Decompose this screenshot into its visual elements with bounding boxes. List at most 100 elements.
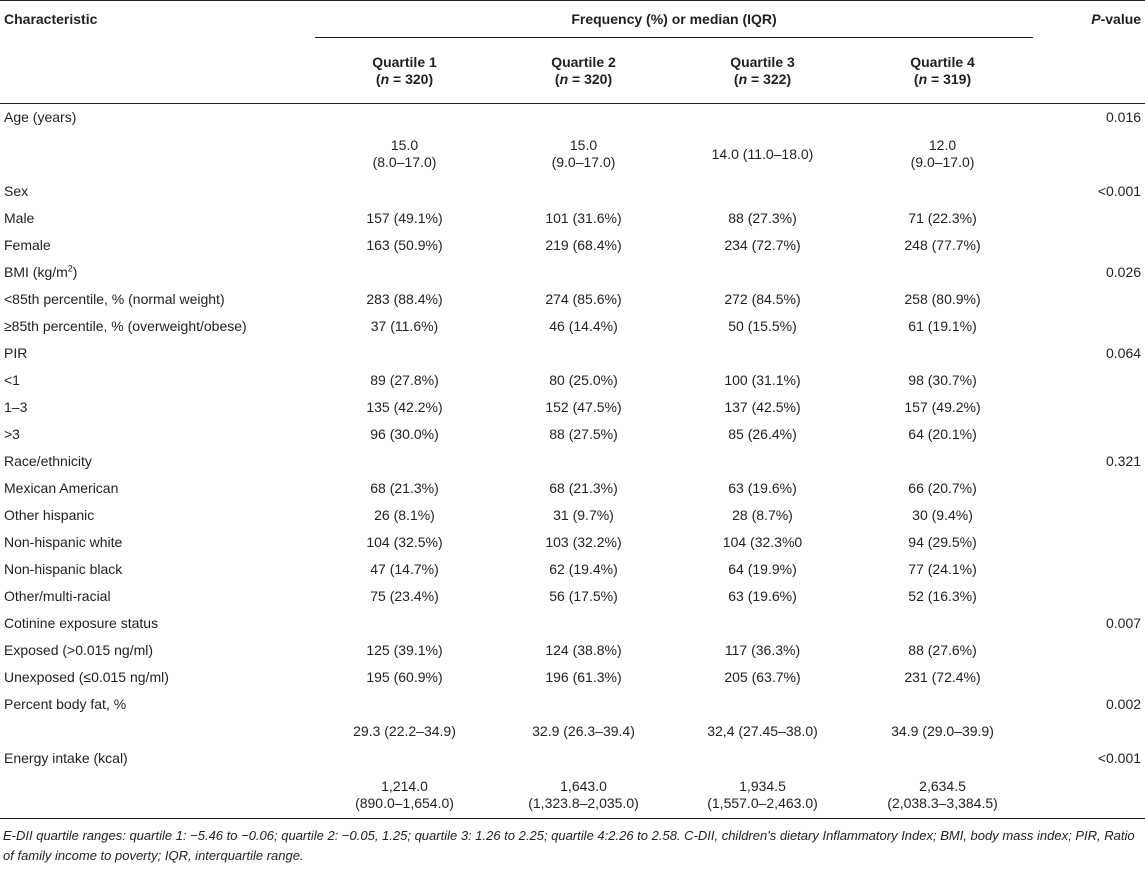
p-value-cell	[1033, 367, 1145, 394]
row-label-superscript: 2	[67, 262, 73, 273]
table-row: >3 96 (30.0%) 88 (27.5%) 85 (26.4%) 64 (20.1…	[0, 421, 1145, 448]
quartile-2-cell: 31 (9.7%)	[553, 506, 614, 523]
quartile-1-cell	[315, 448, 494, 475]
quartile-3-cell	[673, 610, 852, 637]
table-row: Other/multi-racial 75 (23.4%) 56 (17.5%) 63…	[0, 583, 1145, 610]
quartile-1-cell	[315, 340, 494, 367]
row-label-text: Other/multi-racial	[4, 587, 111, 604]
quartile-2-cell: 152 (47.5%)	[545, 398, 622, 415]
row-label-text: <85th percentile, % (normal weight)	[4, 290, 225, 307]
quartile-4-cell	[852, 178, 1033, 205]
quartile-1-cell	[315, 259, 494, 286]
quartile-3-cell	[673, 448, 852, 475]
row-label-text: 1–3	[4, 398, 28, 415]
p-value-cell	[1033, 502, 1145, 529]
header-blank	[0, 37, 315, 104]
p-value-cell: 0.002	[1106, 695, 1142, 712]
p-value-cell	[1033, 529, 1145, 556]
quartile-1-cell: 15.0 (8.0–17.0)	[315, 131, 494, 178]
quartile-4-cell	[852, 104, 1033, 131]
n-value: = 319)	[927, 70, 972, 87]
quartile-2-cell: 15.0 (9.0–17.0)	[494, 131, 673, 178]
quartile-4-cell: 258 (80.9%)	[904, 290, 981, 307]
table-footnote: E-DII quartile ranges: quartile 1: −5.46…	[3, 828, 1135, 863]
cell-line: 1,643.0	[560, 777, 607, 794]
cell-line: 1,934.5	[739, 777, 786, 794]
quartile-4-cell	[852, 745, 1033, 772]
p-value-cell	[1033, 637, 1145, 664]
quartile-4-cell: 2,634.5 (2,038.3–3,384.5)	[852, 771, 1034, 819]
quartile-2-cell: 196 (61.3%)	[545, 668, 622, 685]
quartile-2-cell	[494, 448, 673, 475]
row-label-text: Race/ethnicity	[4, 452, 92, 469]
row-label-text: Non-hispanic black	[4, 560, 123, 577]
quartile-3-cell: 137 (42.5%)	[724, 398, 801, 415]
cell-line: (1,323.8–2,035.0)	[528, 794, 639, 811]
quartile-4-cell: 61 (19.1%)	[908, 317, 977, 334]
quartile-2-cell: 1,643.0 (1,323.8–2,035.0)	[494, 771, 673, 819]
quartile-header-1: Quartile 1 (n = 320)	[315, 37, 494, 104]
row-label-text: BMI (kg/m	[4, 263, 68, 280]
n-value: = 320)	[568, 70, 613, 87]
quartile-3-cell: 64 (19.9%)	[728, 560, 797, 577]
quartile-4-cell: 64 (20.1%)	[908, 425, 977, 442]
quartile-2-cell	[494, 610, 673, 637]
row-label: 1–3	[0, 394, 315, 421]
quartile-1-cell: 125 (39.1%)	[366, 641, 443, 658]
cell-line: (2,038.3–3,384.5)	[887, 794, 998, 811]
header-row-quartiles: Quartile 1 (n = 320) Quartile 2 (n = 320) …	[0, 37, 1145, 104]
row-label: Energy intake (kcal)	[0, 745, 315, 772]
quartile-header-2: Quartile 2 (n = 320)	[494, 37, 673, 104]
quartile-2-cell: 124 (38.8%)	[545, 641, 622, 658]
quartile-n: (n = 320)	[554, 70, 613, 87]
quartile-3-cell: 63 (19.6%)	[728, 479, 797, 496]
quartile-3-cell: 234 (72.7%)	[724, 236, 801, 253]
quartile-3-cell	[673, 259, 852, 286]
table-row: Male 157 (49.1%) 101 (31.6%) 88 (27.3%) 71 (…	[0, 205, 1145, 232]
table-row: Unexposed (≤0.015 ng/ml) 195 (60.9%) 196 (…	[0, 664, 1145, 691]
table-row: 1,214.0 (890.0–1,654.0) 1,643.0 (1,323.8–2,…	[0, 771, 1145, 819]
quartile-label: Quartile 1	[372, 53, 437, 70]
p-value-cell	[1033, 421, 1145, 448]
table-row: Race/ethnicity 0.321	[0, 448, 1145, 475]
p-value-cell: 0.007	[1106, 614, 1142, 631]
row-label-text: Exposed (>0.015 ng/ml)	[4, 641, 154, 658]
quartile-2-cell	[494, 691, 673, 718]
p-value-cell	[1033, 583, 1145, 610]
quartile-4-cell: 30 (9.4%)	[912, 506, 973, 523]
row-label-text: >3	[4, 425, 20, 442]
quartile-header-3: Quartile 3 (n = 322)	[673, 37, 852, 104]
quartile-2-cell	[494, 340, 673, 367]
quartile-4-cell	[852, 448, 1033, 475]
cell-line: (9.0–17.0)	[910, 154, 975, 170]
quartile-3-cell: 63 (19.6%)	[728, 587, 797, 604]
quartile-4-cell: 231 (72.4%)	[904, 668, 981, 685]
table-row: <1 89 (27.8%) 80 (25.0%) 100 (31.1%) 98 (30.…	[0, 367, 1145, 394]
p-value-cell: 0.321	[1106, 452, 1142, 469]
table-row: <85th percentile, % (normal weight) 283 (…	[0, 286, 1145, 313]
cell-line: 15.0	[569, 137, 598, 153]
row-label: PIR	[0, 340, 315, 367]
quartile-1-cell: 163 (50.9%)	[366, 236, 443, 253]
row-label: Cotinine exposure status	[0, 610, 315, 637]
p-value-cell: 0.064	[1106, 344, 1142, 361]
quartile-3-cell	[673, 104, 852, 131]
table-row: 29.3 (22.2–34.9) 32.9 (26.3–39.4) 32,4 (27…	[0, 718, 1145, 745]
quartile-1-cell	[315, 691, 494, 718]
quartile-1-cell: 195 (60.9%)	[366, 668, 443, 685]
row-label: Other/multi-racial	[0, 583, 315, 610]
table-row: PIR 0.064	[0, 340, 1145, 367]
quartile-3-cell: 100 (31.1%)	[724, 371, 801, 388]
quartile-3-cell	[673, 691, 852, 718]
quartile-1-cell: 75 (23.4%)	[370, 587, 439, 604]
row-label: BMI (kg/m2)	[0, 259, 315, 286]
quartile-3-cell: 1,934.5 (1,557.0–2,463.0)	[673, 771, 852, 819]
pvalue-italic: P	[1091, 10, 1101, 27]
quartile-1-cell: 96 (30.0%)	[370, 425, 439, 442]
quartile-1-cell: 37 (11.6%)	[370, 317, 439, 334]
row-label-text: Male	[4, 209, 35, 226]
row-label	[0, 771, 315, 819]
quartile-1-cell: 26 (8.1%)	[374, 506, 435, 523]
p-value-cell	[1033, 475, 1145, 502]
